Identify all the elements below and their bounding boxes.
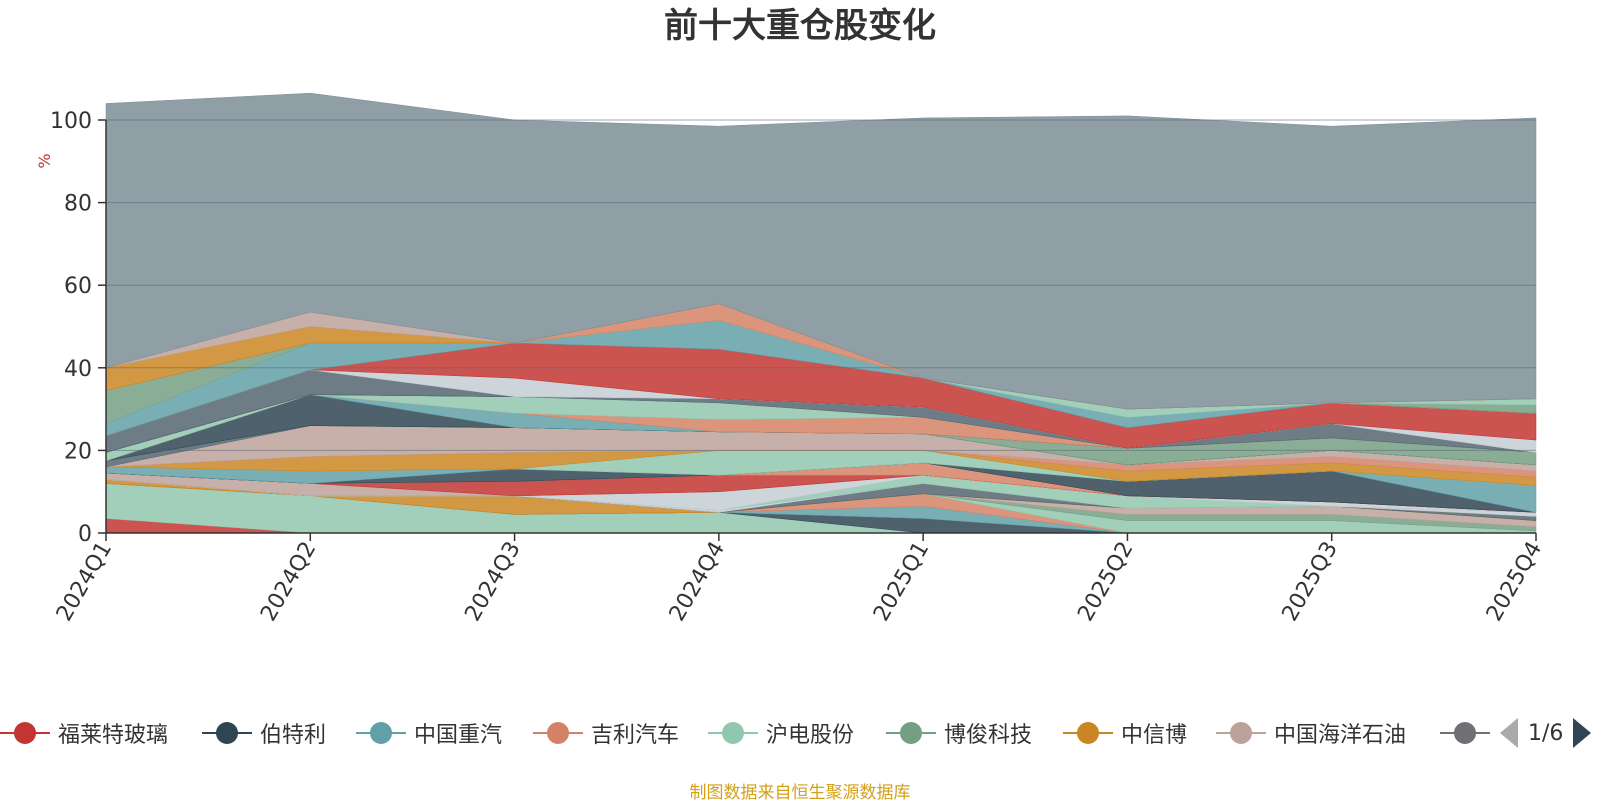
legend: 福莱特玻璃 伯特利 中国重汽 吉利汽车 沪电股份 博俊科技 中信博 中国海洋石油 (0, 716, 1600, 750)
legend-marker-icon (202, 716, 252, 750)
x-tick-label-0: 2024Q1 (52, 538, 117, 626)
legend-marker-icon (356, 716, 406, 750)
legend-next-page-icon[interactable] (1573, 718, 1592, 748)
legend-marker-icon (886, 716, 936, 750)
y-tick-label-4: 80 (64, 192, 92, 217)
data-source-note: 制图数据来自恒生聚源数据库 (689, 783, 911, 803)
legend-marker-icon (1440, 716, 1490, 750)
legend-label: 中信博 (1121, 723, 1188, 748)
legend-item-3[interactable]: 中国重汽 (356, 716, 502, 750)
legend-label: 中国重汽 (414, 723, 503, 748)
legend-marker-icon (1216, 716, 1266, 750)
legend-pager: 1/6 (1500, 716, 1592, 750)
legend-label: 中国海洋石油 (1274, 723, 1407, 748)
x-tick-label-1: 2024Q2 (256, 538, 321, 626)
legend-item-9[interactable] (1440, 716, 1490, 750)
stacked-area-chart: 0 20 40 60 80 100% 2024Q1 2024Q2 2024Q3 2024Q4 202… (35, 92, 1547, 626)
legend-marker-icon (708, 716, 758, 750)
x-tick-label-4: 2025Q1 (869, 538, 934, 626)
y-axis-label: % (35, 153, 54, 168)
legend-label: 吉利汽车 (591, 723, 680, 748)
y-tick-label-5: 100 (50, 109, 92, 134)
y-tick-label-3: 60 (64, 274, 92, 299)
x-tick-label-3: 2024Q4 (665, 538, 730, 626)
legend-item-1[interactable]: 福莱特玻璃 (0, 716, 168, 750)
area-series-42 (105, 92, 1537, 410)
legend-page-indicator: 1/6 (1528, 720, 1564, 746)
grid-lines (106, 119, 1536, 451)
x-tick-label-6: 2025Q3 (1278, 538, 1343, 626)
chart-title: 前十大重仓股变化 (664, 6, 936, 46)
legend-item-7[interactable]: 中信博 (1063, 716, 1187, 750)
legend-label: 沪电股份 (766, 723, 855, 748)
legend-item-2[interactable]: 伯特利 (202, 716, 326, 750)
legend-marker-icon (0, 716, 50, 750)
legend-marker-icon (533, 716, 583, 750)
legend-item-8[interactable]: 中国海洋石油 (1216, 716, 1406, 750)
legend-prev-page-icon[interactable] (1500, 718, 1518, 748)
legend-item-4[interactable]: 吉利汽车 (533, 716, 679, 750)
legend-item-6[interactable]: 博俊科技 (886, 716, 1032, 750)
y-tick-label-2: 40 (64, 357, 92, 382)
legend-label: 伯特利 (260, 723, 327, 748)
x-tick-label-7: 2025Q4 (1482, 538, 1547, 626)
x-tick-label-5: 2025Q2 (1073, 538, 1138, 626)
legend-item-5[interactable]: 沪电股份 (708, 716, 854, 750)
y-tick-label-0: 0 (78, 522, 92, 547)
legend-label: 福莱特玻璃 (58, 723, 169, 748)
y-tick-label-1: 20 (64, 439, 92, 464)
legend-label: 博俊科技 (944, 723, 1033, 748)
x-tick-label-2: 2024Q3 (460, 538, 525, 626)
legend-marker-icon (1063, 716, 1113, 750)
area-layers (105, 92, 1537, 534)
